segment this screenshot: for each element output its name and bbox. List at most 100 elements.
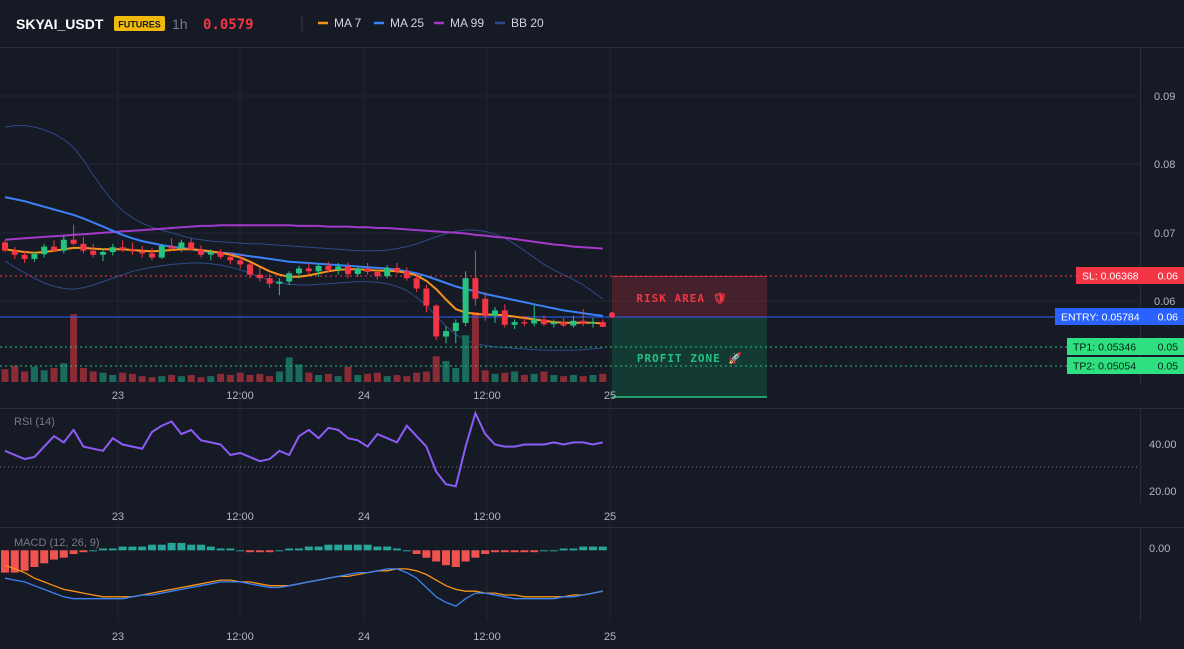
candle-body xyxy=(394,267,400,272)
candle-down xyxy=(217,249,224,259)
candle-body xyxy=(256,274,263,279)
candle-body xyxy=(462,278,469,323)
volume-bar xyxy=(89,371,97,382)
rsi-panel: RSI (14) 40.00 20.00 23 12:00 24 12:00 2… xyxy=(0,410,1177,523)
macd-time-tick-25: 25 xyxy=(604,631,616,643)
profit-zone[interactable] xyxy=(612,318,767,397)
candle-down xyxy=(21,250,28,263)
volume-bar xyxy=(285,357,293,382)
level-tags: SL: 0.06368 0.06 ENTRY: 0.05784 0.06 TP1… xyxy=(1055,267,1184,374)
candle-down xyxy=(227,252,234,265)
legend-ma25[interactable]: MA 25 xyxy=(374,16,424,30)
macd-histogram-bar xyxy=(148,544,156,551)
candle-body xyxy=(580,320,587,324)
macd-histogram-bar xyxy=(579,546,588,551)
macd-histogram-bar xyxy=(40,550,49,564)
candle-body xyxy=(139,251,146,254)
volume-bar xyxy=(373,372,381,382)
candle-body xyxy=(11,250,18,255)
candle-body xyxy=(80,243,87,251)
entry-tag[interactable] xyxy=(1055,308,1184,325)
volume-bar xyxy=(40,370,48,382)
candle-body xyxy=(452,322,459,331)
rsi-series xyxy=(4,410,604,488)
rsi-tick-40: 40.00 xyxy=(1149,439,1177,451)
sl-tag[interactable] xyxy=(1076,267,1184,284)
legend-bb20[interactable]: BB 20 xyxy=(495,16,544,30)
time-tick-12-00-a: 12:00 xyxy=(226,390,254,402)
candle-body xyxy=(305,268,312,272)
macd-histogram-bar xyxy=(500,550,509,553)
candle-down xyxy=(541,315,547,327)
volume-bar xyxy=(295,364,303,382)
macd-histogram-bar xyxy=(373,546,382,551)
volume-bar xyxy=(383,376,391,382)
tp2-tag-label: TP2: 0.05054 xyxy=(1073,361,1136,373)
candle-down xyxy=(305,263,312,274)
interval-label[interactable]: 1h xyxy=(172,16,188,32)
macd-histogram-bar xyxy=(353,544,362,551)
candle-body xyxy=(364,268,371,272)
candle-body xyxy=(217,252,224,257)
macd-histogram-bar xyxy=(510,550,519,553)
candle-down xyxy=(129,242,136,255)
candle-down xyxy=(256,267,263,282)
candle-body xyxy=(247,264,253,275)
tp1-tag[interactable] xyxy=(1067,338,1184,355)
candle-body xyxy=(178,242,185,249)
profit-zone-label: PROFIT ZONE 🚀 xyxy=(637,352,743,365)
risk-area-zone[interactable] xyxy=(612,276,767,318)
candle-up xyxy=(590,318,596,328)
candle-down xyxy=(345,262,351,279)
candle-body xyxy=(354,268,361,274)
volume-bar xyxy=(393,375,401,382)
candle-body xyxy=(60,239,67,251)
candle-body xyxy=(237,260,244,265)
macd-histogram-bar xyxy=(275,550,284,552)
macd-histogram-bar xyxy=(197,544,205,551)
candle-body xyxy=(501,310,508,325)
candle-body xyxy=(335,266,342,270)
volume-bar xyxy=(197,377,205,382)
symbol-label[interactable]: SKYAI_USDT xyxy=(16,16,104,32)
candle-down xyxy=(364,263,371,275)
macd-time-tick-12-00-a: 12:00 xyxy=(226,631,254,643)
candle-body xyxy=(345,266,351,275)
rsi-time-tick-12-00-a: 12:00 xyxy=(226,511,254,523)
candle-down xyxy=(237,254,244,269)
macd-histogram-bar xyxy=(157,544,166,551)
volume-bar xyxy=(158,376,166,382)
macd-histogram-bar xyxy=(285,548,294,551)
time-axis-main: 23 12:00 24 12:00 25 xyxy=(112,390,616,402)
legend-ma7-label: MA 7 xyxy=(334,16,362,30)
macd-histogram-bar xyxy=(177,542,186,551)
header: SKYAI_USDT FUTURES 1h 0.0579 MA 7 MA 25 … xyxy=(16,16,544,33)
macd-histogram-bar xyxy=(432,550,441,562)
legend-ma99[interactable]: MA 99 xyxy=(434,16,484,30)
macd-histogram-bar xyxy=(50,550,58,560)
volume-bar xyxy=(344,366,352,382)
rsi-title: RSI (14) xyxy=(14,416,55,428)
legend-ma7[interactable]: MA 7 xyxy=(318,16,362,30)
macd-histogram-bar xyxy=(255,550,264,553)
macd-histogram-bar xyxy=(167,542,176,551)
candle-down xyxy=(80,236,87,254)
candle-body xyxy=(482,298,489,316)
macd-histogram-bar xyxy=(491,550,499,553)
level-lines xyxy=(0,275,1140,367)
entry-tag-label: ENTRY: 0.05784 xyxy=(1061,312,1140,324)
candle-up xyxy=(335,263,342,275)
candle-up xyxy=(452,319,459,344)
macd-time-tick-23: 23 xyxy=(112,631,124,643)
macd-histogram-bar xyxy=(216,548,225,551)
volume-bar xyxy=(540,371,548,382)
candle-up xyxy=(550,319,557,328)
price-tick-0-06: 0.06 xyxy=(1154,296,1175,308)
last-price-marker xyxy=(609,312,615,318)
candle-up xyxy=(286,271,293,285)
tp2-tag[interactable] xyxy=(1067,357,1184,374)
candle-down xyxy=(51,240,57,252)
candle-body xyxy=(590,322,596,324)
volume-bar xyxy=(177,376,185,382)
